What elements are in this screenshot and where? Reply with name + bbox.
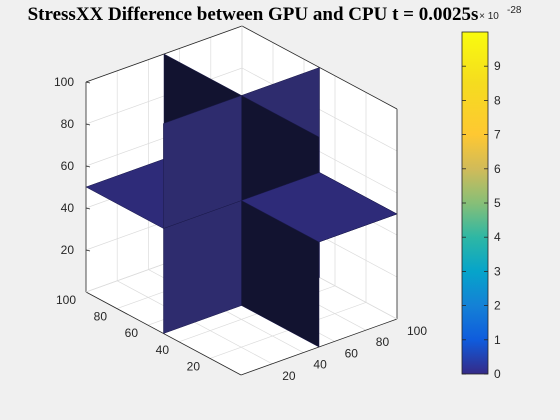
x-tick-label: 80 (376, 335, 390, 349)
colorbar-tick-label: 0 (494, 367, 501, 381)
x-tick-label: 20 (282, 369, 296, 383)
y-tick-label: 40 (156, 343, 170, 357)
z-tick-label: 100 (54, 75, 74, 89)
colorbar-ticks: 0 1 2 3 4 5 6 7 8 9 (462, 59, 501, 381)
z-tick-label: 80 (61, 117, 75, 131)
colorbar-tick-label: 7 (494, 128, 501, 142)
colorbar-tick-label: 2 (494, 299, 501, 313)
z-tick-label: 60 (61, 159, 75, 173)
colorbar-tick-label: 9 (494, 59, 501, 73)
z-tick-mark (85, 165, 91, 168)
colorbar-tick-label: 6 (494, 162, 501, 176)
x-tick-label: 60 (345, 346, 359, 360)
x-tick-label: 100 (407, 324, 427, 338)
chart-title: StressXX Difference between GPU and CPU … (28, 4, 479, 25)
colorbar-tick-label: 4 (494, 230, 501, 244)
y-tick-label: 60 (125, 326, 139, 340)
z-tick-mark (85, 249, 91, 252)
colorbar: 0 1 2 3 4 5 6 7 8 9 × 10 -28 (461, 5, 522, 381)
colorbar-tick-label: 8 (494, 93, 501, 107)
y-tick-label: 100 (56, 293, 76, 307)
colorbar-exponent-power: -28 (507, 5, 522, 16)
colorbar-tick-label: 5 (494, 196, 501, 210)
z-tick-label: 20 (61, 243, 75, 257)
y-tick-label: 20 (187, 359, 201, 373)
z-tick-label: 40 (61, 201, 75, 215)
z-tick-mark (85, 123, 91, 126)
x-tick-label: 40 (313, 358, 327, 372)
axis-ticks: 20 40 60 80 100 20 40 60 80 100 20 40 60 80 100 (54, 75, 427, 383)
colorbar-gradient (461, 31, 489, 375)
z-tick-mark (85, 81, 91, 84)
colorbar-tick-label: 3 (494, 264, 501, 278)
colorbar-exponent-base: × 10 (479, 11, 499, 22)
slice-y-front-top (163, 95, 242, 229)
z-tick-mark (85, 207, 91, 210)
slice-planes (85, 53, 398, 348)
y-tick-label: 80 (94, 310, 108, 324)
slice-z-front-quadrant (240, 172, 398, 243)
colorbar-tick-label: 1 (494, 333, 501, 347)
